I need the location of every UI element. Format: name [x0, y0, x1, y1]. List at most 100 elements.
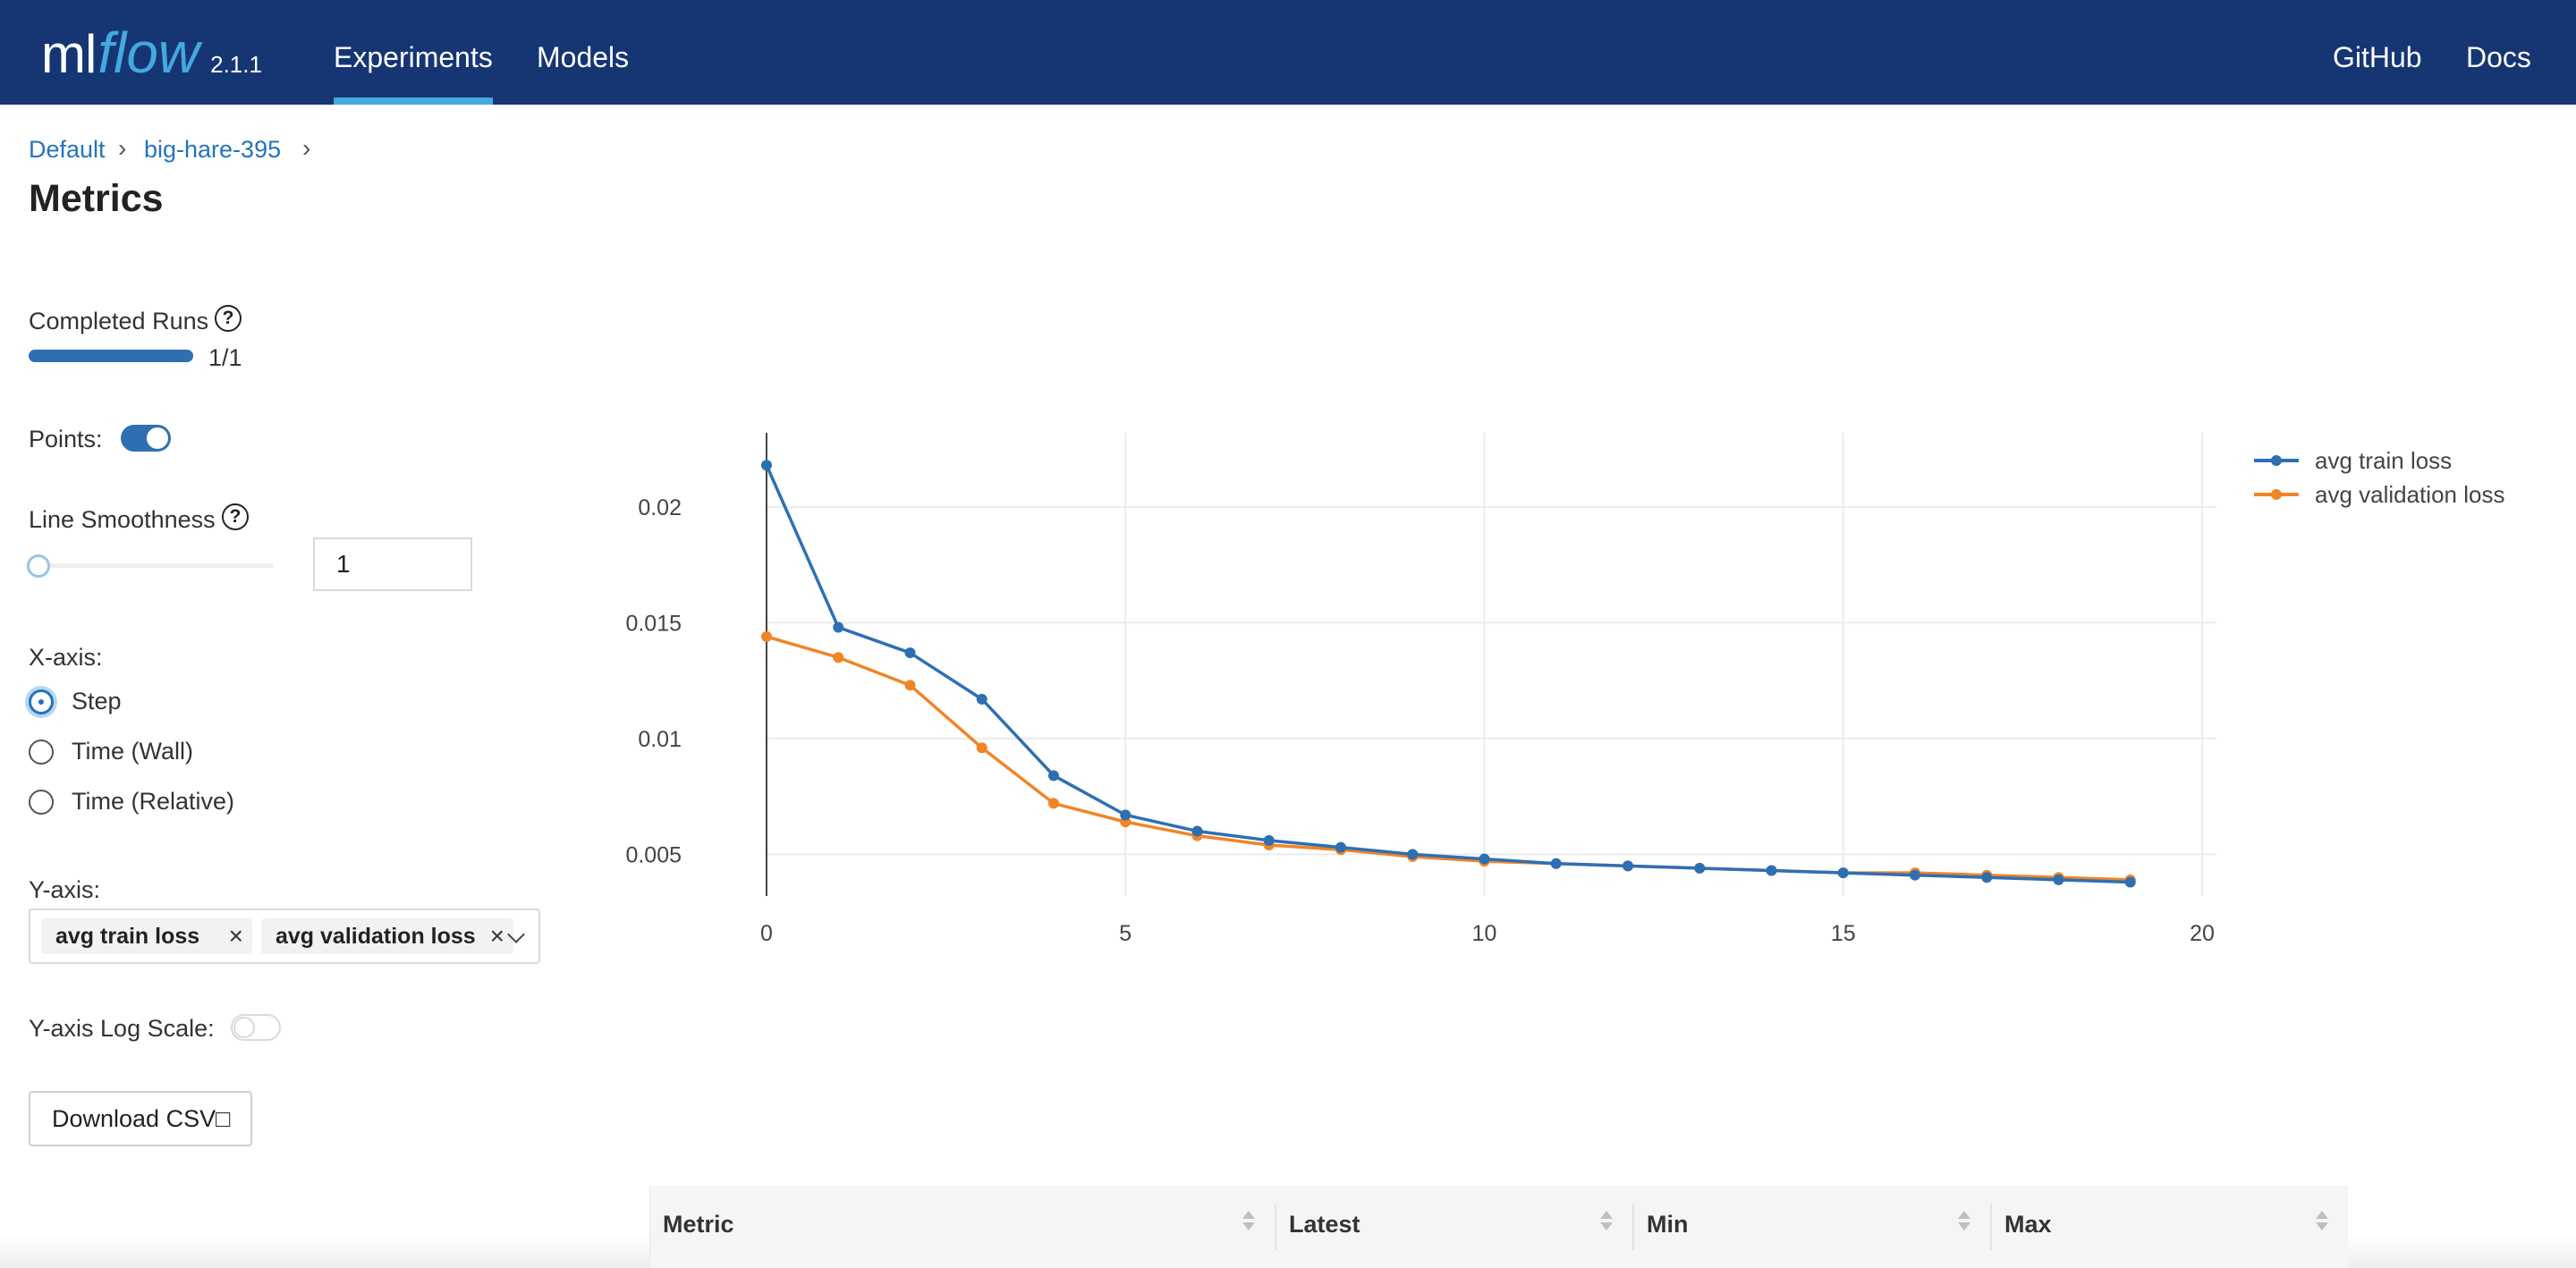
data-point [1263, 834, 1275, 846]
x-tick-label: 5 [1119, 921, 1131, 946]
column-header-metric[interactable]: Metric [663, 1211, 734, 1238]
yaxis-tag-label: avg validation loss [275, 924, 476, 949]
sort-icon[interactable] [2316, 1211, 2328, 1230]
column-header-latest[interactable]: Latest [1289, 1211, 1360, 1238]
github-link[interactable]: GitHub [2333, 41, 2422, 73]
top-navbar: ml flow 2.1.1 Experiments Models GitHub … [0, 0, 2576, 105]
yaxis-tag-label: avg train loss [55, 924, 200, 949]
metrics-table-header: Metric Latest Min Max [649, 1186, 2348, 1268]
series-line [766, 635, 2131, 882]
breadcrumb-separator: › [302, 134, 311, 162]
metrics-line-chart[interactable]: 0 5 10 15 20 0.005 0.01 0.015 0.02 avg train loss… [0, 0, 2576, 1028]
data-point [1048, 798, 1059, 809]
xaxis-step-radio[interactable] [29, 689, 54, 714]
xaxis-step-label[interactable]: Step [72, 688, 122, 714]
smoothness-slider-handle[interactable] [27, 554, 50, 578]
breadcrumb-experiment[interactable]: Default [29, 136, 106, 163]
download-csv-button[interactable]: Download CSV□ [29, 1091, 252, 1146]
y-tick-label: 0.005 [625, 842, 682, 867]
y-tick-label: 0.01 [638, 727, 682, 752]
legend-marker [2271, 455, 2282, 466]
points-toggle[interactable] [121, 425, 171, 452]
y-tick-label: 0.02 [638, 495, 682, 520]
logo-ml-text: ml [41, 24, 97, 84]
data-point [976, 742, 987, 754]
data-point [1479, 853, 1490, 865]
yaxis-tag: avg train loss × [41, 918, 252, 954]
column-divider [1990, 1204, 1992, 1250]
data-point [1120, 809, 1131, 821]
mlflow-logo[interactable]: ml flow 2.1.1 [41, 13, 262, 93]
toggle-knob [233, 1017, 255, 1038]
xaxis-time-relative-radio[interactable] [29, 790, 54, 815]
smoothness-slider-track [38, 563, 274, 568]
data-point [1981, 872, 1993, 883]
data-point [761, 630, 772, 642]
data-point [1335, 841, 1346, 853]
column-divider [1632, 1204, 1634, 1250]
data-point [833, 621, 844, 633]
data-point [833, 652, 844, 664]
legend-label: avg validation loss [2315, 481, 2504, 508]
breadcrumb-run[interactable]: big-hare-395 [144, 136, 282, 163]
nav-tab-models[interactable]: Models [537, 41, 630, 73]
smoothness-input[interactable]: 1 [313, 537, 472, 591]
version-label: 2.1.1 [210, 51, 262, 78]
completed-runs-progress [29, 350, 193, 362]
column-divider [1275, 1204, 1276, 1250]
yaxis-label: Y-axis: [29, 876, 101, 903]
yaxis-metric-select[interactable]: avg train loss × avg validation loss × [29, 909, 540, 964]
xaxis-time-relative-label[interactable]: Time (Relative) [72, 788, 235, 815]
yaxis-tag: avg validation loss × [261, 918, 513, 954]
nav-tab-experiments[interactable]: Experiments [334, 0, 493, 105]
xaxis-time-wall-label[interactable]: Time (Wall) [72, 738, 193, 765]
data-point [1191, 825, 1203, 837]
x-tick-label: 10 [1472, 921, 1497, 946]
xaxis-label: X-axis: [29, 644, 103, 671]
data-point [976, 693, 987, 705]
y-tick-label: 0.015 [625, 611, 682, 636]
data-point [1910, 869, 1920, 881]
docs-link[interactable]: Docs [2466, 41, 2531, 73]
completed-runs-label: Completed Runs [29, 308, 209, 334]
download-csv-label: Download CSV [52, 1105, 216, 1132]
data-point [1766, 865, 1777, 876]
logo-flow-text: flow [97, 21, 200, 85]
remove-tag-icon[interactable]: × [489, 922, 504, 950]
points-label: Points: [29, 426, 103, 452]
data-point [1407, 849, 1419, 860]
help-icon[interactable]: ? [215, 305, 242, 332]
log-scale-label: Y-axis Log Scale: [29, 1015, 215, 1042]
column-header-max[interactable]: Max [2004, 1211, 2052, 1238]
download-icon: □ [216, 1105, 231, 1132]
remove-tag-icon[interactable]: × [228, 922, 243, 950]
column-header-min[interactable]: Min [1647, 1211, 1689, 1238]
x-tick-label: 15 [1831, 921, 1856, 946]
data-point [1694, 862, 1706, 874]
completed-runs-value: 1/1 [208, 344, 242, 371]
data-point [1623, 860, 1633, 872]
data-point [2053, 874, 2064, 885]
sort-icon[interactable] [1958, 1211, 1970, 1230]
data-point [904, 680, 916, 691]
toggle-knob [147, 427, 168, 449]
progress-fill [29, 350, 193, 362]
data-point [2124, 876, 2136, 888]
help-icon[interactable]: ? [222, 503, 249, 530]
data-point [761, 460, 772, 471]
xaxis-time-wall-radio[interactable] [29, 740, 54, 765]
page-title: Metrics [29, 177, 164, 220]
legend-marker [2271, 489, 2282, 500]
data-point [1550, 858, 1562, 869]
sort-icon[interactable] [1600, 1211, 1613, 1230]
data-point [1837, 867, 1849, 879]
legend-label: avg train loss [2315, 447, 2452, 474]
log-scale-toggle[interactable] [231, 1014, 281, 1041]
series-line [765, 464, 2131, 884]
data-point [904, 647, 916, 659]
breadcrumb-separator: › [118, 134, 127, 162]
x-tick-label: 0 [760, 921, 773, 946]
data-point [1048, 770, 1059, 782]
sort-icon[interactable] [1242, 1211, 1255, 1230]
line-smoothness-label: Line Smoothness [29, 506, 216, 533]
